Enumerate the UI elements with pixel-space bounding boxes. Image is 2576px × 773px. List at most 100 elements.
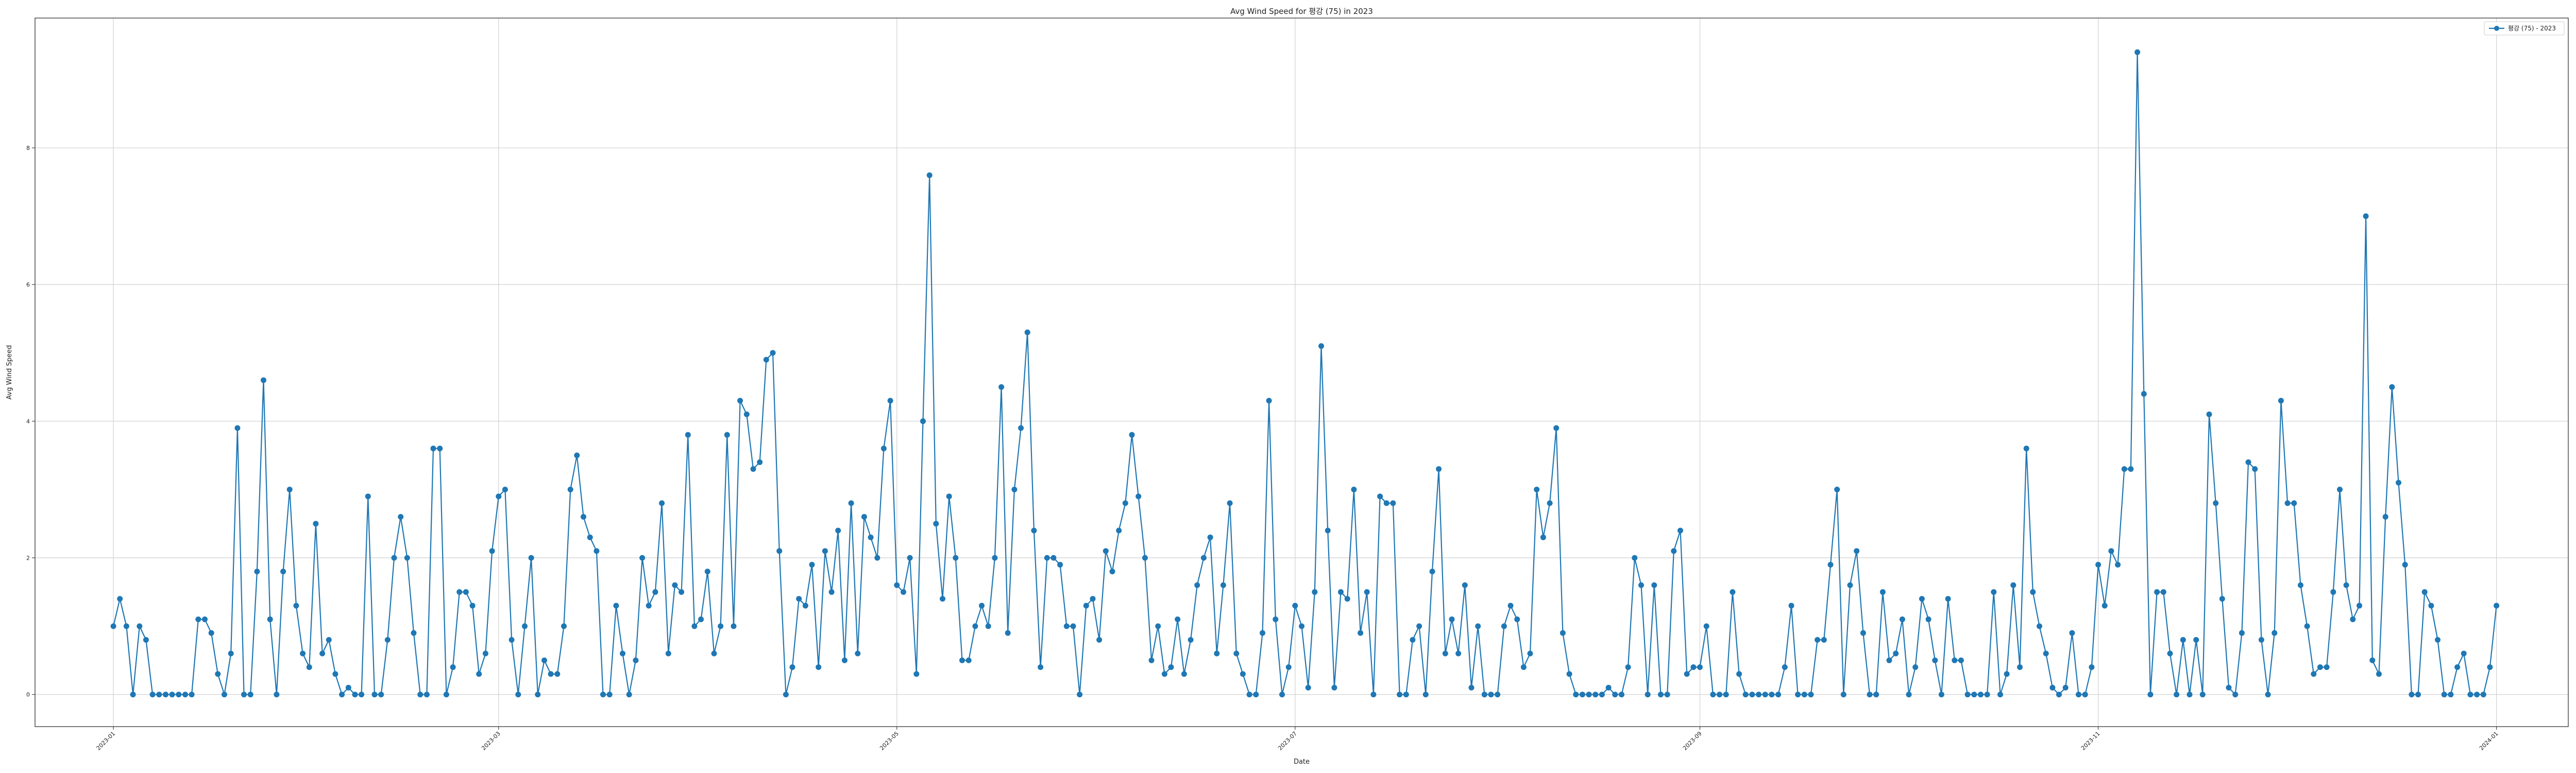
data-point bbox=[1383, 500, 1389, 506]
data-point bbox=[326, 637, 332, 643]
data-point bbox=[1325, 528, 1331, 533]
data-point bbox=[2056, 692, 2062, 698]
data-point bbox=[1161, 671, 1167, 677]
data-point bbox=[1481, 692, 1487, 698]
data-point bbox=[1442, 650, 1448, 657]
data-point bbox=[417, 692, 423, 698]
data-point bbox=[972, 623, 978, 629]
data-point bbox=[1860, 630, 1866, 636]
data-point bbox=[633, 657, 639, 663]
data-point bbox=[1991, 589, 1997, 595]
data-point bbox=[743, 411, 750, 417]
data-point bbox=[757, 459, 763, 465]
data-point bbox=[698, 616, 704, 623]
data-point bbox=[1827, 562, 1834, 568]
data-point bbox=[1279, 692, 1285, 698]
data-point bbox=[489, 548, 495, 554]
data-point bbox=[222, 692, 227, 698]
data-point bbox=[149, 692, 156, 698]
data-point bbox=[2369, 657, 2376, 663]
data-point bbox=[509, 637, 515, 643]
data-point bbox=[2311, 671, 2317, 677]
data-point bbox=[1834, 486, 1840, 493]
data-point bbox=[763, 357, 769, 363]
data-point bbox=[841, 657, 848, 663]
data-point bbox=[1358, 630, 1364, 636]
data-point bbox=[1292, 602, 1298, 609]
data-point bbox=[2409, 692, 2415, 698]
data-point bbox=[2252, 466, 2258, 472]
data-point bbox=[1795, 692, 1801, 698]
data-point bbox=[750, 466, 756, 472]
data-point bbox=[2187, 692, 2193, 698]
data-point bbox=[1801, 692, 1807, 698]
data-point bbox=[1553, 425, 1560, 431]
data-point bbox=[1873, 692, 1879, 698]
data-point bbox=[1775, 692, 1782, 698]
data-point bbox=[2076, 692, 2081, 698]
data-point bbox=[137, 623, 143, 629]
data-point bbox=[1782, 664, 1788, 670]
data-point bbox=[332, 671, 338, 677]
data-point bbox=[1710, 692, 1716, 698]
data-point bbox=[2435, 637, 2441, 643]
data-point bbox=[855, 650, 861, 657]
data-point bbox=[404, 555, 410, 561]
data-point bbox=[195, 616, 201, 623]
data-point bbox=[1285, 664, 1292, 670]
data-point bbox=[280, 568, 286, 575]
data-point bbox=[1155, 623, 1161, 629]
data-point bbox=[1788, 602, 1794, 609]
data-point bbox=[1906, 692, 1912, 698]
data-point bbox=[1971, 692, 1977, 698]
data-point bbox=[887, 398, 893, 404]
data-point bbox=[2095, 562, 2102, 568]
data-point bbox=[1925, 616, 1931, 623]
series-line bbox=[113, 52, 2497, 696]
data-point bbox=[894, 582, 900, 588]
data-point bbox=[979, 602, 985, 609]
data-point bbox=[1246, 692, 1252, 698]
data-point bbox=[1312, 589, 1318, 595]
data-point bbox=[345, 684, 351, 691]
data-point bbox=[1455, 650, 1462, 657]
data-point bbox=[411, 630, 417, 636]
data-point bbox=[2030, 589, 2036, 595]
data-point bbox=[1273, 616, 1279, 623]
data-point bbox=[1756, 692, 1762, 698]
data-point bbox=[1723, 692, 1729, 698]
data-point bbox=[443, 692, 449, 698]
data-point bbox=[469, 602, 476, 609]
data-point bbox=[2494, 602, 2500, 609]
data-point bbox=[1449, 616, 1455, 623]
data-point bbox=[1997, 692, 2003, 698]
data-point bbox=[2147, 692, 2154, 698]
data-point bbox=[202, 616, 208, 623]
data-point bbox=[2467, 692, 2473, 698]
data-point bbox=[861, 514, 867, 520]
x-tick-label: 2023-05 bbox=[878, 730, 900, 752]
data-point bbox=[1050, 555, 1057, 561]
data-point bbox=[1318, 343, 1324, 349]
data-point bbox=[1527, 650, 1533, 657]
data-point bbox=[659, 500, 665, 506]
data-point bbox=[1299, 623, 1304, 629]
data-point bbox=[463, 589, 469, 595]
data-point bbox=[1671, 548, 1677, 554]
data-point bbox=[1899, 616, 1905, 623]
y-tick-label: 8 bbox=[26, 145, 30, 152]
data-point bbox=[1886, 657, 1892, 663]
data-point bbox=[1044, 555, 1050, 561]
data-point bbox=[1142, 555, 1148, 561]
data-point bbox=[2291, 500, 2297, 506]
data-point bbox=[430, 445, 436, 451]
data-point bbox=[1821, 637, 1827, 643]
data-point bbox=[247, 692, 253, 698]
data-point bbox=[920, 418, 926, 424]
data-point bbox=[2357, 602, 2362, 609]
x-axis-label: Date bbox=[1294, 758, 1310, 766]
data-point bbox=[1370, 692, 1377, 698]
data-point bbox=[1083, 602, 1089, 609]
data-point bbox=[2389, 384, 2395, 390]
data-point bbox=[1397, 692, 1403, 698]
